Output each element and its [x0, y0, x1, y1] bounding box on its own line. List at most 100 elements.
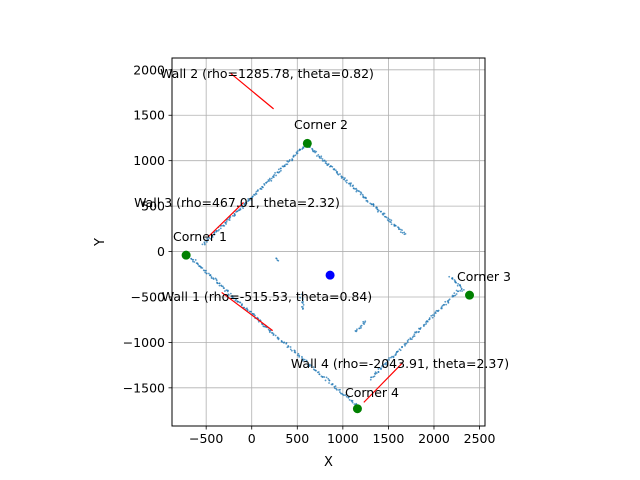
scan-point	[272, 175, 275, 177]
scan-point	[205, 269, 207, 272]
scan-point	[382, 366, 385, 368]
scan-point	[224, 290, 226, 292]
scan-point	[444, 300, 447, 303]
scan-point	[454, 281, 457, 284]
scan-point	[282, 341, 285, 344]
scan-point	[247, 198, 250, 200]
corner-label: Corner 1	[173, 229, 227, 244]
y-tick-label: 500	[141, 199, 165, 214]
scan-point	[192, 258, 195, 261]
scan-point	[301, 298, 304, 301]
scan-point	[328, 382, 330, 384]
scan-point	[270, 179, 273, 182]
scan-point	[198, 265, 201, 268]
scan-point	[209, 237, 212, 240]
scan-point	[404, 232, 407, 235]
scan-point	[201, 243, 204, 246]
wall-line	[207, 202, 244, 238]
scan-point	[259, 188, 262, 190]
scan-point	[372, 203, 375, 206]
scan-point	[234, 214, 236, 217]
scan-point	[312, 366, 315, 369]
scan-point	[437, 309, 440, 312]
scan-point	[390, 219, 393, 222]
y-tick-label: 1000	[133, 153, 165, 168]
scan-point	[194, 259, 197, 261]
scan-point	[342, 176, 344, 179]
scan-point	[407, 338, 410, 341]
corner-marker	[465, 290, 475, 300]
scan-point	[376, 210, 379, 213]
scan-point	[234, 299, 237, 302]
scan-point	[393, 224, 396, 227]
scan-point	[401, 231, 404, 234]
scan-point	[328, 379, 331, 382]
scan-point	[315, 155, 318, 157]
scan-point	[205, 239, 207, 242]
scan-point	[321, 158, 324, 160]
scan-point	[433, 315, 436, 317]
scan-point	[325, 376, 328, 379]
scan-point	[351, 401, 354, 404]
scan-point	[348, 398, 351, 401]
scan-point	[253, 194, 256, 196]
scan-point	[375, 207, 378, 209]
scan-point	[386, 358, 389, 361]
scan-point	[383, 215, 386, 218]
scan-point	[243, 202, 246, 205]
scan-point	[321, 159, 324, 162]
scan-point	[280, 167, 282, 170]
scan-point	[193, 261, 196, 263]
scan-point	[239, 301, 242, 304]
scan-point	[372, 205, 375, 208]
scan-point	[339, 173, 341, 175]
scan-point	[431, 314, 434, 317]
scan-point	[210, 235, 213, 237]
scan-point	[206, 237, 209, 240]
scan-point	[231, 214, 234, 217]
scan-point	[302, 358, 305, 361]
scan-point	[454, 294, 457, 297]
scan-point	[428, 317, 431, 319]
scan-point	[401, 229, 403, 232]
scan-point	[376, 208, 379, 211]
scan-point	[347, 396, 350, 399]
scan-point	[361, 193, 364, 196]
scan-point	[335, 171, 338, 173]
scan-point	[459, 289, 462, 292]
scan-point	[310, 364, 313, 367]
x-tick-label: −500	[189, 431, 223, 446]
scan-point	[250, 199, 253, 201]
scan-point	[212, 277, 215, 280]
scan-point	[355, 329, 358, 332]
scan-point	[204, 271, 207, 274]
y-tick-label: −1500	[123, 380, 165, 395]
scan-point	[326, 164, 329, 167]
scan-point	[296, 150, 299, 153]
scan-point	[246, 308, 249, 311]
y-tick-label: 1500	[133, 108, 165, 123]
scan-point	[331, 165, 334, 168]
scan-point	[365, 197, 367, 200]
annotations: Wall 1 (rho=-515.53, theta=0.84) Wall 2 (…	[134, 66, 511, 400]
scan-point	[404, 344, 406, 347]
scan-point	[440, 307, 443, 310]
x-tick-label: 500	[285, 431, 309, 446]
scan-point	[277, 337, 280, 340]
scan-point	[349, 184, 352, 187]
scan-point	[349, 183, 352, 186]
scan-point	[277, 259, 280, 262]
scan-point	[354, 188, 356, 190]
scan-point	[324, 379, 327, 382]
scan-point	[369, 378, 372, 381]
scan-point	[321, 376, 324, 379]
scan-point	[370, 203, 373, 206]
wall-line	[363, 362, 403, 403]
scan-point	[228, 219, 231, 221]
y-tick-label: −1000	[123, 335, 165, 350]
scan-point	[207, 272, 210, 275]
x-tick-label: 1000	[327, 431, 359, 446]
scan-point	[241, 303, 243, 306]
